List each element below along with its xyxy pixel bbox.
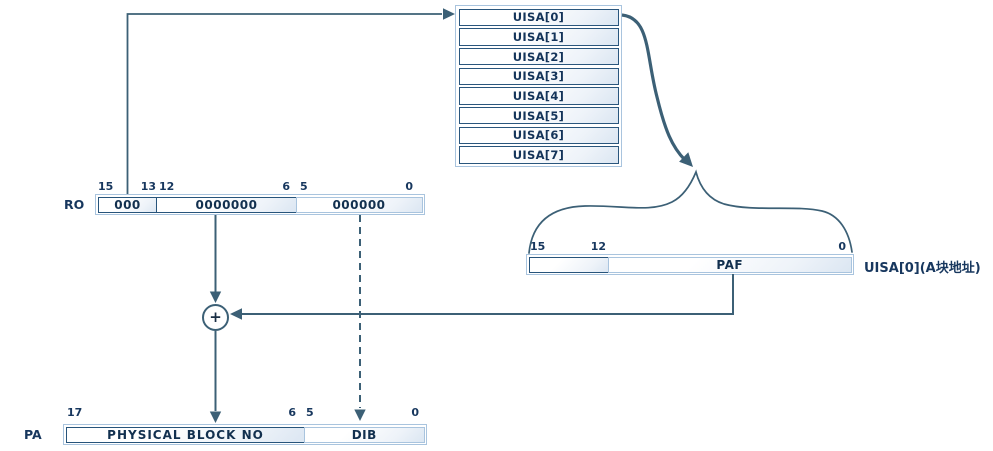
- paf-field-unused: [528, 256, 610, 273]
- bit-label: 6: [282, 180, 290, 193]
- uisa-entry: UISA[0]: [458, 8, 619, 26]
- paf-field-paf: PAF: [608, 256, 852, 273]
- uisa-register-stack: UISA[0] UISA[1] UISA[2] UISA[3] UISA[4] …: [455, 5, 622, 168]
- ro-field-dib: 000000: [295, 196, 423, 213]
- bit-label: 5: [306, 406, 314, 419]
- bit-label: 6: [288, 406, 296, 419]
- bit-label: 15: [530, 240, 546, 253]
- ro-field-uisa-select: 000: [97, 196, 158, 213]
- uisa-entry: UISA[6]: [458, 126, 619, 145]
- bit-label: 12: [590, 240, 606, 253]
- pa-field-dib: DIB: [304, 426, 425, 443]
- pa-register-label: PA: [24, 427, 42, 442]
- ro-to-adder-arrowhead-icon: [209, 291, 222, 303]
- pa-register: PHYSICAL BLOCK NO DIB: [63, 424, 427, 445]
- uisa-lookup-curve: [621, 13, 687, 162]
- bit-label: 0: [838, 240, 846, 253]
- bit-label: 15: [98, 180, 114, 193]
- bit-label: 0: [405, 180, 413, 193]
- ro-register: 000 0000000 000000: [95, 194, 425, 215]
- ro-field-block-offset: 0000000: [156, 196, 297, 213]
- bit-label: 17: [67, 406, 83, 419]
- bit-label: 5: [300, 180, 308, 193]
- paf-register-caption: UISA[0](A块地址): [864, 261, 981, 276]
- ro-to-uisa-select-line: [126, 13, 442, 194]
- pa-field-physical-block-no: PHYSICAL BLOCK NO: [65, 426, 306, 443]
- uisa-entry: UISA[7]: [458, 146, 619, 164]
- uisa-entry: UISA[1]: [458, 28, 619, 46]
- adder-to-pa-arrowhead-icon: [209, 411, 222, 423]
- paf-to-adder-arrowhead-icon: [230, 308, 242, 320]
- uisa-entry: UISA[2]: [458, 47, 619, 66]
- plus-icon: +: [209, 308, 222, 326]
- ro-to-uisa-arrowhead-icon: [443, 8, 455, 20]
- uisa-entry: UISA[5]: [458, 106, 619, 125]
- uisa-lookup-arrowhead-icon: [679, 152, 693, 167]
- bit-label: 0: [411, 406, 419, 419]
- adder-plus-node: +: [202, 304, 229, 331]
- uisa-entry: UISA[3]: [458, 67, 619, 86]
- bit-label: 13: [140, 180, 156, 193]
- ro-to-dib-arrowhead-icon: [354, 409, 366, 421]
- ro-register-label: RO: [64, 197, 85, 212]
- paf-to-adder-line: [242, 274, 734, 315]
- paf-register: PAF: [526, 254, 854, 275]
- uisa-entry: UISA[4]: [458, 87, 619, 105]
- bit-label: 12: [159, 180, 175, 193]
